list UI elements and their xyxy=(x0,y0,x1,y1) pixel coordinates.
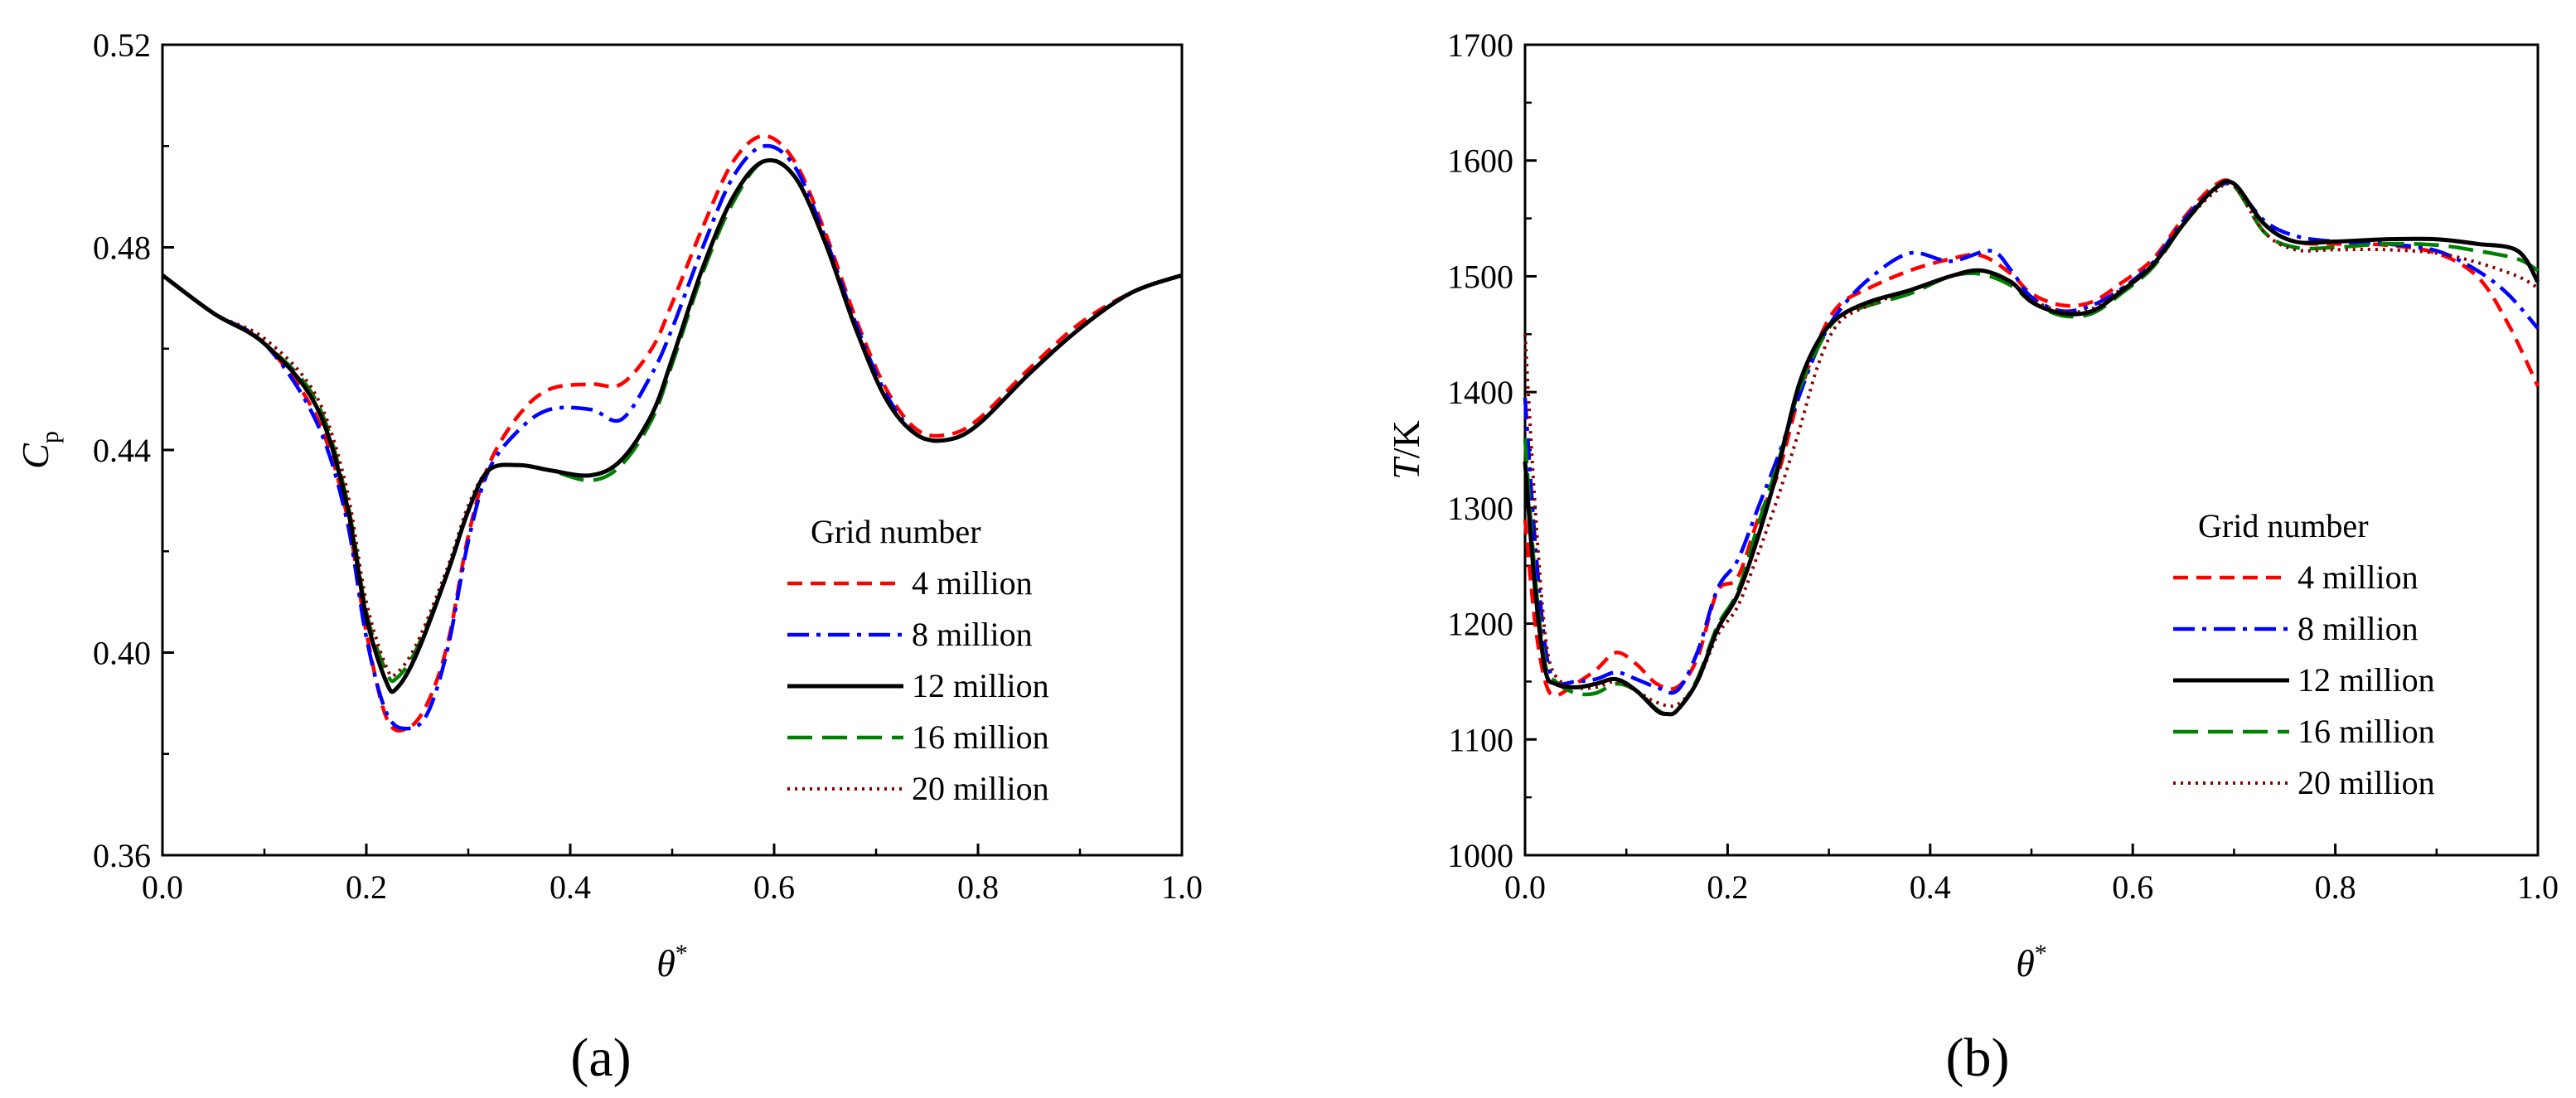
legend-title: Grid number xyxy=(811,513,981,550)
series-lines-b xyxy=(1523,178,2540,717)
panel-a: 0.0 0.2 0.4 0.6 0.8 1.0 0.36 0.40 0.44 0.48 0.52 θ… xyxy=(14,27,1203,1088)
series-line-20-million xyxy=(1523,181,2540,709)
legend-entry: 20 million xyxy=(912,770,1049,807)
x-tick-label: 0.2 xyxy=(346,868,387,906)
panel-b: 0.0 0.2 0.4 0.6 0.8 1.0 1000 1100 1200 1300 1400 15… xyxy=(1385,27,2559,1088)
y-tick-label: 0.52 xyxy=(93,27,151,64)
y-tick-label: 1300 xyxy=(1447,490,1513,527)
panel-label-a: (a) xyxy=(570,1028,631,1088)
x-tick-label: 1.0 xyxy=(2517,868,2559,906)
x-tick-label: 0.8 xyxy=(957,868,999,906)
x-axis-label-b: θ* xyxy=(2016,940,2047,984)
legend-entry: 20 million xyxy=(2298,764,2435,801)
legend-entry: 8 million xyxy=(912,616,1033,653)
ticks-a: 0.0 0.2 0.4 0.6 0.8 1.0 0.36 0.40 0.44 0.48 0.52 xyxy=(93,27,1203,906)
legend-entry: 4 million xyxy=(912,564,1033,602)
y-tick-label: 1200 xyxy=(1447,606,1513,643)
x-tick-label: 0.8 xyxy=(2315,868,2356,906)
legend-entry: 8 million xyxy=(2298,610,2419,647)
y-tick-label: 1500 xyxy=(1447,258,1513,295)
x-tick-label: 0.6 xyxy=(753,868,795,906)
x-tick-label: 0.0 xyxy=(1504,868,1546,906)
series-line-8-million xyxy=(161,143,1183,731)
x-tick-label: 0.4 xyxy=(1910,868,1951,906)
y-tick-label: 1700 xyxy=(1447,27,1513,64)
x-tick-label: 0.2 xyxy=(1707,868,1748,906)
legend-a: Grid number 4 million 8 million 12 million 1… xyxy=(787,513,1049,807)
legend-entry: 12 million xyxy=(912,667,1049,704)
y-axis-label-a: Cp xyxy=(14,431,64,469)
series-line-12-million xyxy=(161,157,1183,694)
x-tick-label: 1.0 xyxy=(1161,868,1203,906)
x-tick-label: 0.0 xyxy=(142,868,183,906)
y-tick-label: 1600 xyxy=(1447,143,1513,180)
panel-label-b: (b) xyxy=(1946,1028,2010,1088)
legend-entry: 16 million xyxy=(2298,713,2435,750)
ticks-b: 0.0 0.2 0.4 0.6 0.8 1.0 1000 1100 1200 1300 1400 15… xyxy=(1447,27,2559,906)
legend-b: Grid number 4 million 8 million 12 million 1… xyxy=(2173,507,2435,801)
y-tick-label: 1400 xyxy=(1447,374,1513,411)
series-line-16-million xyxy=(1523,180,2540,717)
y-tick-label: 0.48 xyxy=(93,230,151,267)
x-axis-label-a: θ* xyxy=(656,940,688,984)
legend-title: Grid number xyxy=(2198,507,2369,544)
y-tick-label: 0.36 xyxy=(93,837,151,874)
y-tick-label: 0.40 xyxy=(93,635,151,672)
y-tick-label: 1000 xyxy=(1447,837,1513,874)
legend-entry: 4 million xyxy=(2298,559,2419,596)
y-axis-label-b: T/K xyxy=(1385,420,1427,480)
y-tick-label: 0.44 xyxy=(93,432,151,469)
x-tick-label: 0.4 xyxy=(550,868,591,906)
x-tick-label: 0.6 xyxy=(2112,868,2153,906)
legend-entry: 16 million xyxy=(912,718,1049,756)
series-line-12-million xyxy=(1523,179,2540,717)
y-tick-label: 1100 xyxy=(1448,721,1513,758)
series-lines-a xyxy=(161,133,1183,733)
series-line-8-million xyxy=(1523,181,2540,695)
legend-entry: 12 million xyxy=(2298,661,2435,699)
